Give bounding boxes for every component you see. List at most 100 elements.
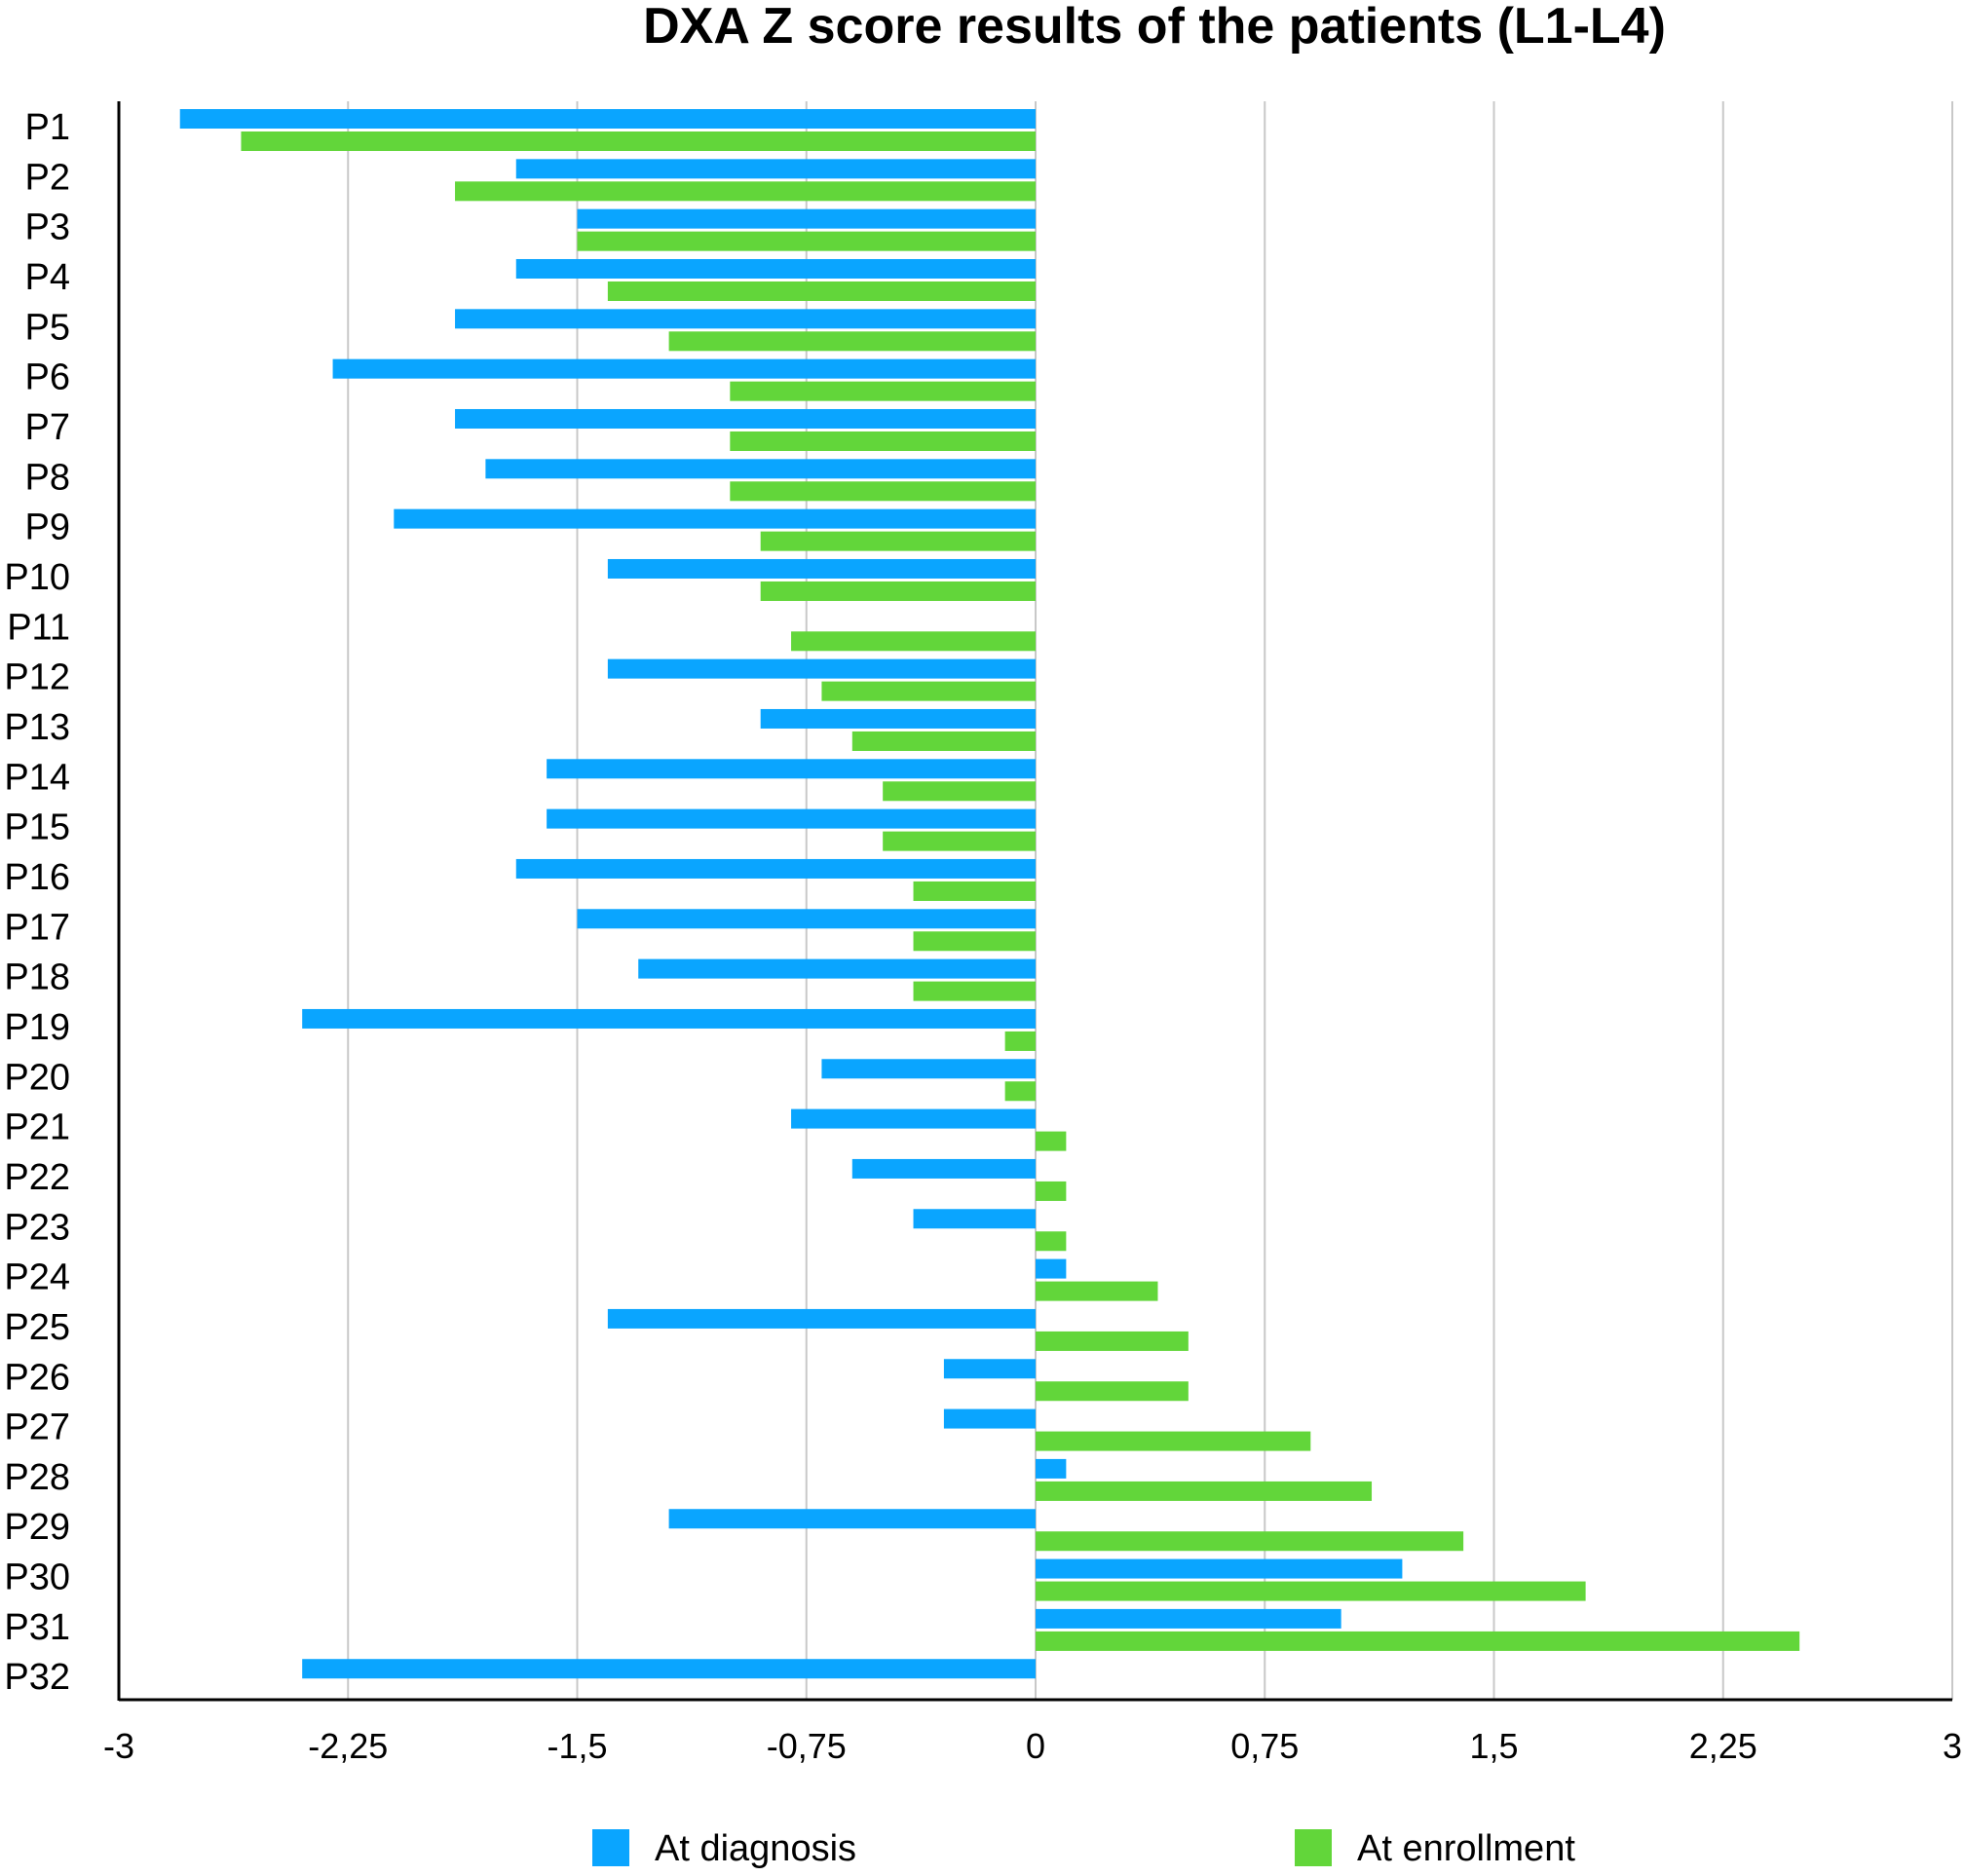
bar-p15-enrollment <box>883 831 1036 851</box>
bar-p1-enrollment <box>241 131 1036 151</box>
bar-p17-diagnosis <box>577 909 1036 929</box>
bar-p26-diagnosis <box>943 1359 1036 1379</box>
x-tick-label: 0,75 <box>1230 1726 1299 1766</box>
bar-p32-diagnosis <box>302 1659 1036 1679</box>
category-label: P7 <box>25 407 70 448</box>
bar-p3-diagnosis <box>577 208 1036 229</box>
category-label: P4 <box>25 257 70 298</box>
category-label: P10 <box>4 557 70 598</box>
legend-swatch-enrollment <box>1295 1829 1332 1866</box>
category-label: P24 <box>4 1257 70 1298</box>
bar-p26-enrollment <box>1036 1381 1189 1402</box>
bar-p25-enrollment <box>1036 1331 1189 1351</box>
grid-lines <box>347 101 1953 1700</box>
category-label: P8 <box>25 457 70 498</box>
bar-p27-diagnosis <box>943 1408 1036 1429</box>
category-label: P22 <box>4 1157 70 1198</box>
bar-p15-diagnosis <box>547 808 1036 829</box>
bar-p16-diagnosis <box>515 858 1036 879</box>
bar-p5-enrollment <box>668 331 1036 352</box>
x-tick-label: 1,5 <box>1469 1726 1518 1766</box>
category-label: P23 <box>4 1207 70 1248</box>
bar-p14-diagnosis <box>547 759 1036 779</box>
bar-p27-enrollment <box>1036 1431 1311 1451</box>
bar-p19-diagnosis <box>302 1008 1036 1029</box>
category-label: P18 <box>4 957 70 998</box>
category-label: P5 <box>25 307 70 348</box>
bar-p16-enrollment <box>913 881 1036 901</box>
bar-p25-diagnosis <box>607 1308 1036 1329</box>
category-label: P29 <box>4 1507 70 1548</box>
bar-p13-diagnosis <box>760 708 1036 729</box>
bar-p30-diagnosis <box>1036 1558 1403 1579</box>
bar-p18-enrollment <box>913 981 1036 1001</box>
bar-p6-diagnosis <box>332 358 1037 379</box>
category-label: P32 <box>4 1657 70 1698</box>
chart-title: DXA Z score results of the patients (L1-… <box>643 0 1666 55</box>
bar-p22-diagnosis <box>851 1158 1036 1179</box>
category-label: P12 <box>4 657 70 698</box>
bar-p9-diagnosis <box>394 508 1036 529</box>
bar-p17-enrollment <box>913 931 1036 952</box>
bar-p11-enrollment <box>791 631 1036 652</box>
bar-p10-enrollment <box>760 581 1036 601</box>
legend-swatch-diagnosis <box>592 1829 629 1866</box>
bar-p12-diagnosis <box>607 658 1036 679</box>
category-label: P16 <box>4 857 70 898</box>
bar-p10-diagnosis <box>607 558 1036 579</box>
bar-p7-diagnosis <box>455 408 1036 429</box>
bar-p28-diagnosis <box>1036 1458 1067 1479</box>
category-label: P25 <box>4 1307 70 1348</box>
category-label: P15 <box>4 807 70 848</box>
bar-p19-enrollment <box>1004 1031 1036 1051</box>
category-label: P19 <box>4 1007 70 1048</box>
bar-p23-diagnosis <box>913 1209 1036 1229</box>
category-label: P26 <box>4 1357 70 1398</box>
category-label: P2 <box>25 157 70 198</box>
bar-p5-diagnosis <box>455 309 1036 329</box>
bar-p3-enrollment <box>577 231 1036 251</box>
category-labels: P1 P2 P3 P4 P5 P6 P7 P8 P9 P10 P11 P12 P13 P14 P15 P16 P… <box>4 107 70 1698</box>
bar-p8-enrollment <box>730 481 1036 502</box>
bar-p2-diagnosis <box>515 159 1036 179</box>
bar-p21-enrollment <box>1036 1131 1067 1151</box>
x-tick-label: -1,5 <box>547 1726 607 1766</box>
category-label: P17 <box>4 907 70 948</box>
category-label: P6 <box>25 357 70 398</box>
bar-p31-enrollment <box>1036 1631 1800 1651</box>
bars <box>179 109 1800 1679</box>
bar-p12-enrollment <box>821 681 1036 701</box>
bar-p29-diagnosis <box>668 1509 1036 1529</box>
category-label: P21 <box>4 1107 70 1148</box>
bar-p1-diagnosis <box>179 109 1036 129</box>
category-label: P1 <box>25 107 70 148</box>
category-label: P9 <box>25 507 70 548</box>
bar-p30-enrollment <box>1036 1581 1586 1601</box>
legend-label-diagnosis: At diagnosis <box>655 1828 856 1869</box>
bar-p4-diagnosis <box>515 258 1036 279</box>
x-tick-label: 3 <box>1943 1726 1962 1766</box>
bar-p22-enrollment <box>1036 1181 1067 1201</box>
x-tick-label: -3 <box>103 1726 134 1766</box>
category-label: P3 <box>25 207 70 248</box>
bar-p4-enrollment <box>607 281 1036 301</box>
bar-p21-diagnosis <box>791 1108 1036 1129</box>
x-tick-label: -0,75 <box>767 1726 847 1766</box>
bar-p6-enrollment <box>730 381 1036 401</box>
bar-p23-enrollment <box>1036 1231 1067 1252</box>
category-label: P20 <box>4 1057 70 1098</box>
category-label: P11 <box>7 607 70 648</box>
bar-p9-enrollment <box>760 531 1036 551</box>
bar-p14-enrollment <box>883 781 1036 802</box>
bar-p24-diagnosis <box>1036 1258 1067 1279</box>
bar-p24-enrollment <box>1036 1281 1158 1301</box>
axes <box>117 101 1952 1702</box>
category-label: P13 <box>4 707 70 748</box>
x-tick-label: 2,25 <box>1689 1726 1757 1766</box>
bar-p20-diagnosis <box>821 1059 1036 1079</box>
bar-p29-enrollment <box>1036 1531 1464 1552</box>
bar-p18-diagnosis <box>638 958 1036 979</box>
bar-p20-enrollment <box>1004 1081 1036 1102</box>
category-label: P14 <box>4 757 70 798</box>
